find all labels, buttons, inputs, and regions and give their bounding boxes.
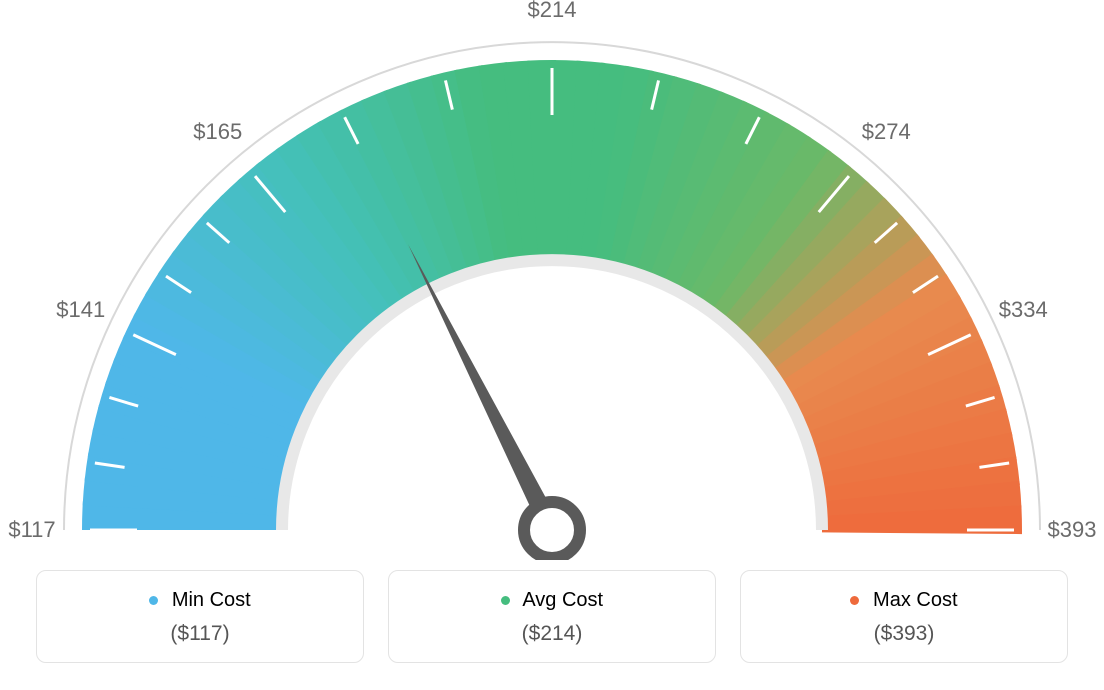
- dot-icon: [850, 596, 859, 605]
- gauge-svg: [0, 0, 1104, 560]
- legend-title-min: Min Cost: [49, 589, 351, 612]
- gauge-tick-label: $334: [999, 297, 1048, 323]
- legend-card-avg: Avg Cost ($214): [388, 570, 716, 663]
- gauge-tick-label: $141: [56, 297, 105, 323]
- legend: Min Cost ($117) Avg Cost ($214) Max Cost…: [0, 570, 1104, 663]
- dot-icon: [149, 596, 158, 605]
- gauge-tick-label: $274: [862, 119, 911, 145]
- legend-label: Avg Cost: [522, 589, 603, 611]
- gauge-tick-label: $393: [1048, 517, 1097, 543]
- legend-title-avg: Avg Cost: [401, 589, 703, 612]
- legend-title-max: Max Cost: [753, 589, 1055, 612]
- legend-card-min: Min Cost ($117): [36, 570, 364, 663]
- legend-card-max: Max Cost ($393): [740, 570, 1068, 663]
- gauge-tick-label: $214: [528, 0, 577, 23]
- legend-label: Min Cost: [172, 589, 251, 611]
- legend-value: ($117): [49, 622, 351, 646]
- legend-value: ($214): [401, 622, 703, 646]
- legend-value: ($393): [753, 622, 1055, 646]
- gauge-chart: $117 $141 $165 $214 $274 $334 $393: [0, 0, 1104, 560]
- dot-icon: [501, 596, 510, 605]
- legend-label: Max Cost: [873, 589, 957, 611]
- gauge-tick-label: $117: [8, 517, 55, 543]
- gauge-tick-label: $165: [193, 119, 242, 145]
